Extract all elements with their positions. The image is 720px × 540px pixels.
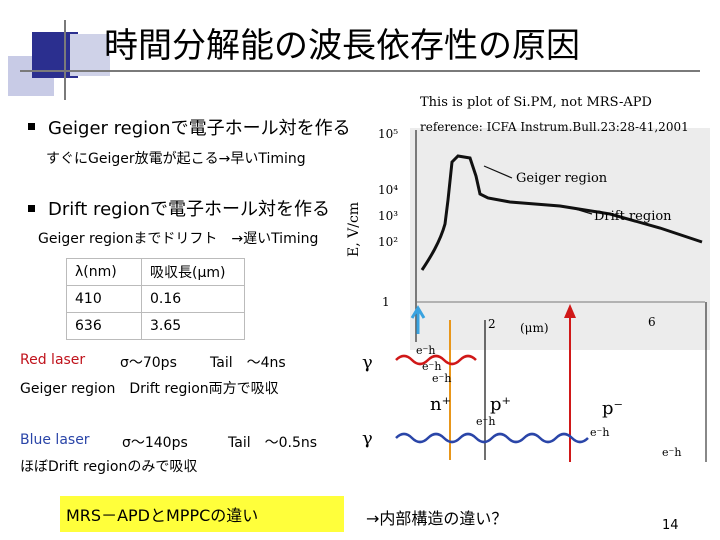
plot-ylabel: E, V/cm xyxy=(346,202,362,257)
plot-background xyxy=(410,128,710,350)
table-cell: 0.16 xyxy=(141,285,245,313)
title-underline xyxy=(20,70,700,72)
x-tick-label: 6 xyxy=(648,315,656,329)
red-laser-tail: Tail ～4ns xyxy=(210,355,286,371)
drift-pointer xyxy=(571,207,593,215)
blue-laser-note: ほぼDrift regionのみで吸収 xyxy=(20,459,198,475)
bullet-2-heading: Drift regionで電子ホール対を作る xyxy=(48,199,330,220)
bullet-marker xyxy=(28,205,35,212)
table-cell: 410 xyxy=(66,285,142,313)
blue-laser-label: Blue laser xyxy=(20,432,90,448)
gamma-red: γ xyxy=(362,352,373,373)
table-cell: 636 xyxy=(66,312,142,340)
eh-pair: e⁻h xyxy=(432,372,451,385)
slide-title: 時間分解能の波長依存性の原因 xyxy=(104,26,580,66)
field-profile-figure: This is plot of Si.PM, not MRS-APD refer… xyxy=(346,95,710,462)
y-tick-label: 1 xyxy=(382,295,390,309)
red-laser-label: Red laser xyxy=(20,352,86,368)
bullet-2-sub: Geiger regionまでドリフト →遅いTiming xyxy=(38,231,319,247)
blue-laser-sigma: σ～140ps xyxy=(122,435,188,451)
gamma-blue: γ xyxy=(362,428,373,449)
eh-pair: e⁻h xyxy=(476,415,495,428)
table-header: λ(nm) xyxy=(66,258,142,286)
table-row: 636 3.65 xyxy=(66,312,245,340)
bullet-1-heading: Geiger regionで電子ホール対を作る xyxy=(48,118,351,139)
geiger-pointer xyxy=(483,165,513,179)
blue-arrow-icon xyxy=(410,305,426,334)
blue-laser-tail: Tail ～0.5ns xyxy=(228,435,318,451)
highlight-text: MRS－APDとMPPCの違い xyxy=(66,506,259,525)
decor-vertical-line xyxy=(64,20,66,100)
x-tick-label: 2 xyxy=(488,317,496,331)
figure-note: This is plot of Si.PM, not MRS-APD xyxy=(420,95,652,110)
red-photon-wave xyxy=(395,354,477,366)
table-header-row: λ(nm) 吸収長(μm) xyxy=(66,258,245,286)
page-number: 14 xyxy=(662,518,679,533)
table-row: 410 0.16 xyxy=(66,285,245,313)
table-header: 吸収長(μm) xyxy=(141,258,245,286)
red-arrow-icon xyxy=(564,304,576,318)
eh-pair: e⁻h xyxy=(590,426,609,439)
blue-photon-wave xyxy=(395,432,589,444)
eh-pair: e⁻h xyxy=(422,360,441,373)
bullet-marker xyxy=(28,123,35,130)
field-curve xyxy=(420,154,703,271)
eh-pair: e⁻h xyxy=(416,344,435,357)
region-label-geiger: Geiger region xyxy=(516,171,608,186)
absorption-table: λ(nm) 吸収長(μm) 410 0.16 636 3.65 xyxy=(66,258,245,340)
table-cell: 3.65 xyxy=(141,312,245,340)
bullet-1-sub: すぐにGeiger放電が起こる→早いTiming xyxy=(46,151,306,167)
y-tick-label: 10⁴ xyxy=(378,183,398,197)
y-tick-label: 10³ xyxy=(378,209,398,223)
red-laser-sigma: σ～70ps xyxy=(120,355,177,371)
y-tick-label: 10² xyxy=(378,235,398,249)
structure-question: →内部構造の違い？ xyxy=(366,509,508,528)
plot-xlabel: (μm) xyxy=(520,321,549,335)
figure-reference: reference: ICFA Instrum.Bull.23:28-41,20… xyxy=(420,120,689,134)
decor-square-light-2 xyxy=(70,34,110,76)
red-laser-note: Geiger region Drift region両方で吸収 xyxy=(20,381,279,397)
eh-pair: e⁻h xyxy=(662,446,681,459)
layer-p-minus: p⁻ xyxy=(602,398,623,419)
region-label-drift: Drift region xyxy=(594,209,672,224)
y-tick-label: 10⁵ xyxy=(378,127,398,141)
layer-n-plus: n⁺ xyxy=(430,394,451,415)
highlight-box: MRS－APDとMPPCの違い xyxy=(60,496,344,532)
layer-p-plus: p⁺ xyxy=(490,394,511,415)
